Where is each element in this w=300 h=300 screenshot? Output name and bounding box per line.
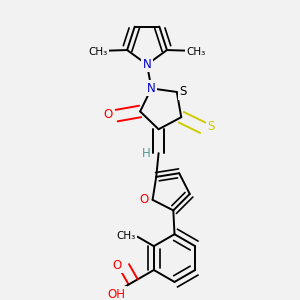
Text: S: S	[207, 120, 214, 133]
Text: CH₃: CH₃	[187, 47, 206, 57]
Text: O: O	[103, 108, 112, 121]
Text: N: N	[143, 58, 152, 71]
Text: CH₃: CH₃	[88, 47, 107, 57]
Text: CH₃: CH₃	[117, 231, 136, 241]
Text: H: H	[142, 147, 151, 160]
Text: OH: OH	[107, 288, 125, 300]
Text: O: O	[140, 193, 149, 206]
Text: S: S	[180, 85, 187, 98]
Text: N: N	[147, 82, 156, 95]
Text: O: O	[112, 259, 122, 272]
